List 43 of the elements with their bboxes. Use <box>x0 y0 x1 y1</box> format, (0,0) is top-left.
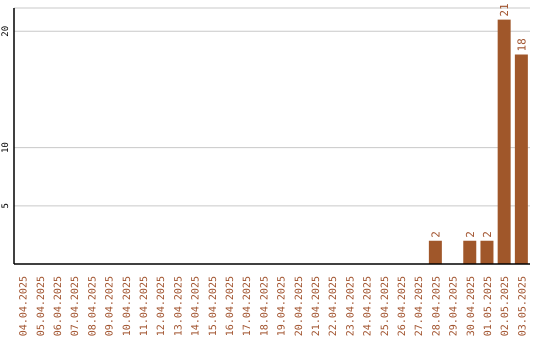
data-label: 2 <box>464 231 477 238</box>
y-tick-label: 5 <box>1 203 11 209</box>
x-tick-label: 23.04.2025 <box>345 276 356 336</box>
x-tick-label: 18.04.2025 <box>259 276 270 336</box>
x-tick-label: 13.04.2025 <box>173 276 184 336</box>
x-tick-label: 04.04.2025 <box>18 276 30 336</box>
x-tick-label: 09.04.2025 <box>104 276 116 336</box>
x-tick-label: 17.04.2025 <box>242 276 254 336</box>
x-tick-label: 25.04.2025 <box>380 276 391 336</box>
x-tick-label: 16.04.2025 <box>225 276 236 336</box>
x-tick-label: 15.04.2025 <box>208 276 219 336</box>
x-tick-label: 29.04.2025 <box>448 276 460 336</box>
x-tick-label: 01.05.2025 <box>483 276 494 336</box>
x-tick-label: 05.04.2025 <box>36 276 47 336</box>
data-label: 2 <box>480 231 494 238</box>
bar <box>428 240 442 264</box>
x-tick-label: 19.04.2025 <box>276 276 288 336</box>
y-tick-label: 10 <box>1 142 11 154</box>
data-label: 21 <box>498 3 512 17</box>
x-tick-label: 03.05.2025 <box>517 276 528 336</box>
x-tick-label: 22.04.2025 <box>328 276 340 336</box>
x-tick-label: 14.04.2025 <box>190 276 202 336</box>
x-tick-label: 30.04.2025 <box>466 276 477 336</box>
x-tick-label: 20.04.2025 <box>294 276 305 336</box>
x-tick-label: 12.04.2025 <box>156 276 168 336</box>
bar <box>480 240 494 264</box>
x-tick-label: 10.04.2025 <box>122 276 133 336</box>
bar <box>514 54 528 264</box>
x-tick-label: 02.05.2025 <box>500 276 512 336</box>
x-tick-label: 28.04.2025 <box>431 276 442 336</box>
x-tick-label: 08.04.2025 <box>87 276 98 336</box>
x-tick-label: 27.04.2025 <box>414 276 426 336</box>
bar <box>463 240 476 264</box>
bar <box>498 20 511 264</box>
x-tick-label: 06.04.2025 <box>53 276 64 336</box>
data-label: 2 <box>429 231 442 238</box>
x-tick-label: 07.04.2025 <box>70 276 82 336</box>
x-tick-label: 24.04.2025 <box>362 276 374 336</box>
x-tick-label: 21.04.2025 <box>311 276 322 336</box>
y-tick-label: 20 <box>1 26 11 37</box>
x-tick-label: 26.04.2025 <box>397 276 408 336</box>
x-tick-label: 11.04.2025 <box>139 276 150 336</box>
data-label: 18 <box>515 38 528 52</box>
